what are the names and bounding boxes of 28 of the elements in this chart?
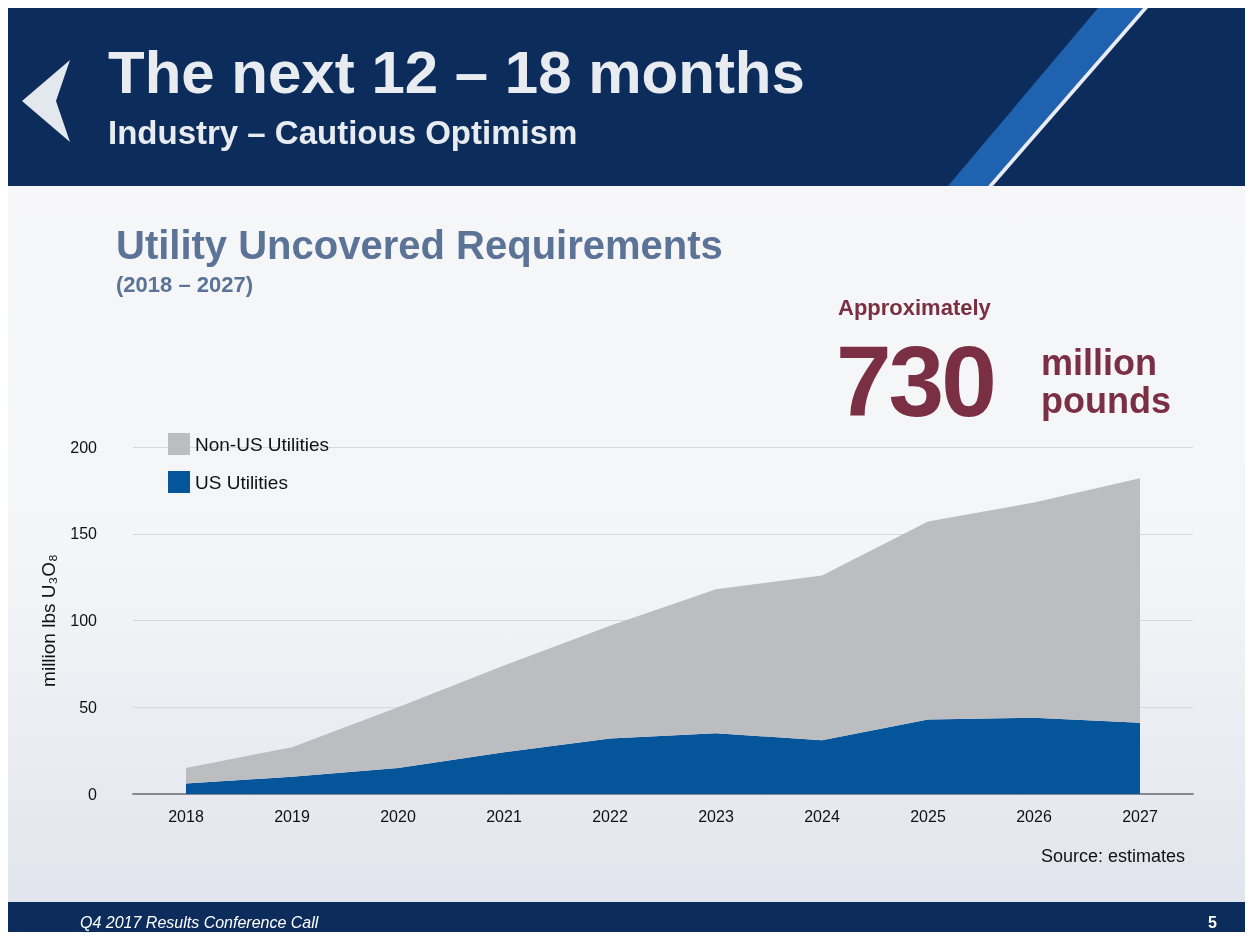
x-tick-label: 2020 xyxy=(380,807,416,825)
text: 5 xyxy=(1208,914,1217,932)
text: (2018 – 2027) xyxy=(116,272,253,298)
legend-label: US Utilities xyxy=(195,471,288,493)
text: million pounds xyxy=(1041,342,1172,421)
source-note: Source: estimates xyxy=(1040,846,1185,867)
y-axis-title: million lbs U₃O₈ xyxy=(38,554,59,687)
y-tick-label: 0 xyxy=(88,785,98,803)
text: 730 xyxy=(836,325,994,437)
x-tick-label: 2027 xyxy=(1122,807,1158,825)
y-tick-label: 50 xyxy=(79,698,98,716)
x-tick-label: 2018 xyxy=(168,807,204,825)
x-tick-label: 2022 xyxy=(592,807,628,825)
chart-subtitle: Industry – Cautious Optimism xyxy=(108,114,578,152)
x-tick-label: 2021 xyxy=(486,807,522,825)
x-tick-label: 2024 xyxy=(804,807,840,825)
y-tick-label: 150 xyxy=(70,525,98,543)
y-tick-label: 100 xyxy=(70,612,98,629)
text: Approximately xyxy=(838,295,991,321)
x-tick-label: 2023 xyxy=(698,807,734,825)
legend-label: Non-US Utilities xyxy=(195,433,330,455)
x-tick-label: 2025 xyxy=(910,807,946,825)
x-tick-label: 2019 xyxy=(274,807,310,825)
x-tick-label: 2026 xyxy=(1016,807,1052,825)
text: Utility Uncovered Requirements xyxy=(116,223,723,268)
chart-title: The next 12 – 18 months xyxy=(108,38,805,107)
text: Q4 2017 Results Conference Call xyxy=(80,914,319,932)
y-tick-label: 200 xyxy=(70,438,98,456)
